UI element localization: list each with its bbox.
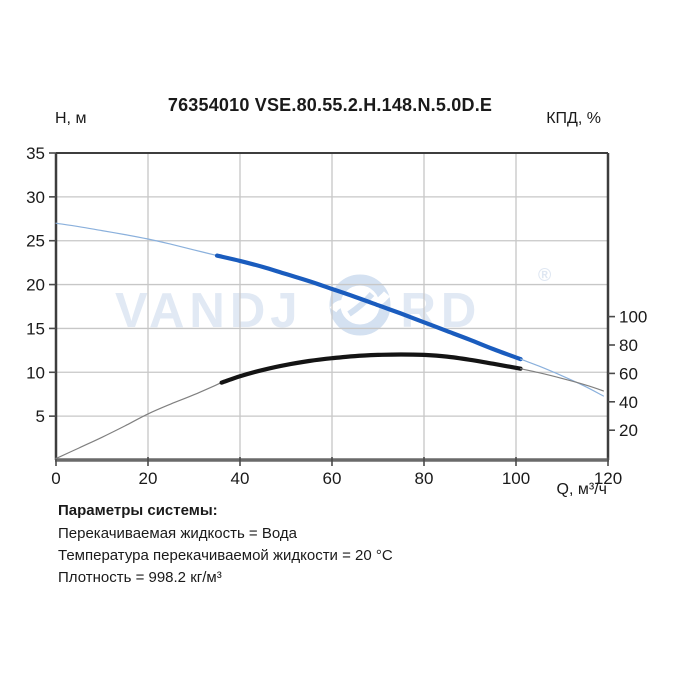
- chart-title: 76354010 VSE.80.55.2.H.148.N.5.0D.E: [167, 95, 493, 115]
- left-axis-title: Н, м: [55, 110, 87, 127]
- x-axis-tick-label: 120: [594, 469, 622, 488]
- right-axis-tick-label: 100: [619, 308, 647, 327]
- x-axis-tick-label: 40: [231, 469, 250, 488]
- x-axis-tick-label: 0: [51, 469, 60, 488]
- right-axis-tick-label: 20: [619, 421, 638, 440]
- efficiency-curve-thin-segment: [55, 382, 223, 460]
- left-axis-tick-label: 15: [26, 319, 45, 338]
- x-axis-tick-label: 60: [323, 469, 342, 488]
- left-axis-tick-label: 20: [26, 276, 45, 295]
- system-parameter-line: Температура перекачиваемой жидкости = 20…: [58, 547, 393, 564]
- system-parameters: Параметры системы: Перекачиваемая жидкос…: [58, 500, 393, 589]
- right-axis-title: КПД, %: [546, 110, 601, 127]
- pump-performance-chart: 5 10 15 20 25 30 35 20 40 60 80 100 0 20 40 60 80 100 120: [26, 144, 647, 488]
- system-parameter-line: Плотность = 998.2 кг/м³: [58, 569, 222, 586]
- x-axis-title: Q, м³/ч: [556, 481, 607, 498]
- left-axis-tick-label: 10: [26, 363, 45, 382]
- watermark-swirl-logo-icon: [328, 273, 392, 342]
- system-parameters-heading: Параметры системы:: [58, 502, 218, 519]
- x-axis-tick-label: 80: [415, 469, 434, 488]
- head-curve-thin-segment: [55, 222, 218, 257]
- efficiency-curve-thick-segment: [219, 352, 523, 385]
- left-axis-tick-label: 30: [26, 188, 45, 207]
- system-parameter-line: Перекачиваемая жидкость = Вода: [58, 525, 297, 542]
- left-axis-tick-label: 5: [36, 407, 45, 426]
- efficiency-curve-thin-segment: [520, 368, 604, 392]
- x-axis-tick-label: 100: [502, 469, 530, 488]
- right-axis-tick-label: 80: [619, 336, 638, 355]
- registered-trademark-icon: ®: [538, 265, 552, 285]
- head-curve-thick-segment: [214, 253, 523, 362]
- right-axis-tick-label: 60: [619, 364, 638, 383]
- watermark-text-left: VANDJ: [115, 284, 303, 338]
- left-axis-tick-label: 25: [26, 232, 45, 251]
- left-axis-tick-label: 35: [26, 144, 45, 163]
- watermark: VANDJ RD ®: [115, 265, 551, 342]
- head-curve-thin-segment: [520, 358, 604, 397]
- x-axis-tick-label: 20: [139, 469, 158, 488]
- right-axis-tick-label: 40: [619, 393, 638, 412]
